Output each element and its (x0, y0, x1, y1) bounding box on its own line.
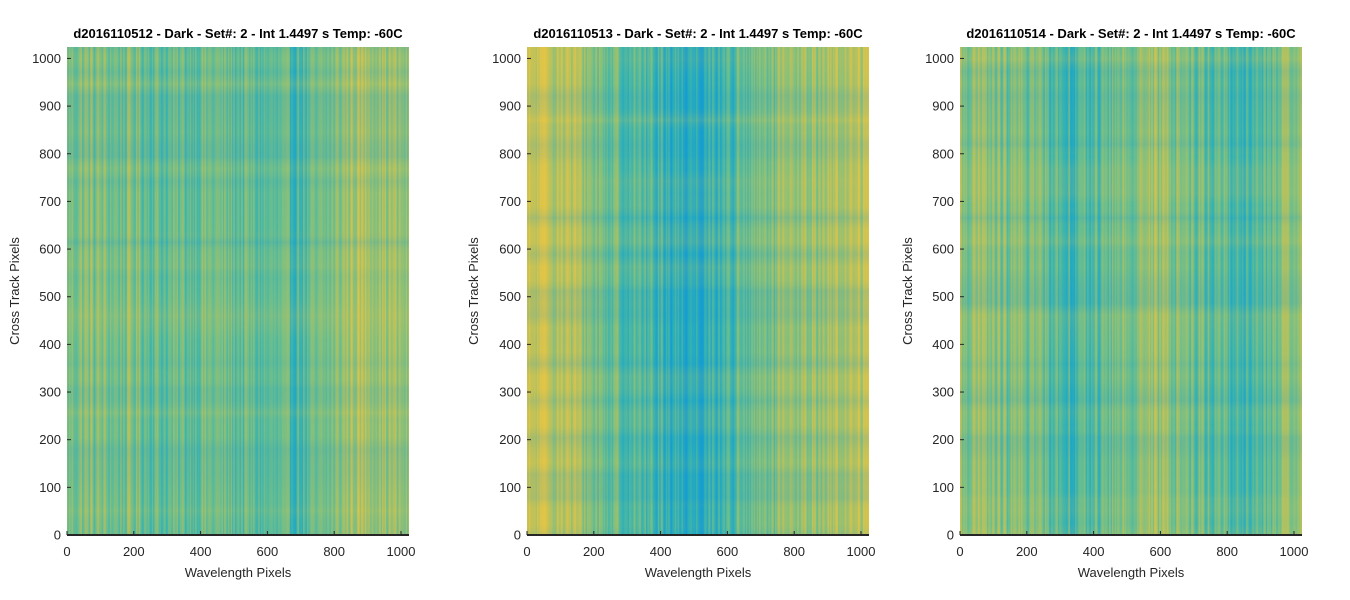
y-tick-label: 600 (39, 242, 61, 257)
y-tick-label: 1000 (32, 51, 61, 66)
x-tick-label: 0 (956, 544, 963, 559)
y-tick-label: 0 (54, 528, 61, 543)
y-tick-label: 300 (932, 385, 954, 400)
panel-1: d2016110512 - Dark - Set#: 2 - Int 1.449… (7, 26, 415, 580)
panel-3-y-ticks: 0 100 200 300 400 500 600 700 800 900 1000 (925, 51, 964, 543)
panel-3-title: d2016110514 - Dark - Set#: 2 - Int 1.449… (966, 26, 1296, 41)
x-tick-label: 600 (717, 544, 739, 559)
x-tick-label: 800 (323, 544, 345, 559)
y-tick-label: 500 (499, 289, 521, 304)
y-tick-label: 900 (39, 99, 61, 114)
x-tick-label: 800 (1216, 544, 1238, 559)
y-tick-label: 300 (499, 385, 521, 400)
x-tick-label: 400 (190, 544, 212, 559)
y-tick-label: 800 (932, 146, 954, 161)
y-tick-label: 200 (499, 432, 521, 447)
panel-3: d2016110514 - Dark - Set#: 2 - Int 1.449… (900, 26, 1308, 580)
panel-3-x-ticks: 0 200 400 600 800 1000 (956, 531, 1308, 559)
y-tick-label: 400 (499, 337, 521, 352)
x-tick-label: 0 (523, 544, 530, 559)
x-tick-label: 0 (63, 544, 70, 559)
x-tick-label: 400 (1083, 544, 1105, 559)
y-tick-label: 700 (932, 194, 954, 209)
panel-2-x-axis-label: Wavelength Pixels (645, 565, 752, 580)
x-tick-label: 600 (257, 544, 279, 559)
panel-2-heatmap-texture (527, 47, 869, 535)
y-tick-label: 400 (39, 337, 61, 352)
y-tick-label: 300 (39, 385, 61, 400)
panel-1-heatmap-texture (67, 47, 409, 535)
y-tick-label: 700 (499, 194, 521, 209)
x-tick-label: 200 (1016, 544, 1038, 559)
y-tick-label: 800 (499, 146, 521, 161)
panel-2-x-ticks: 0 200 400 600 800 1000 (523, 531, 875, 559)
y-tick-label: 100 (499, 480, 521, 495)
x-tick-label: 200 (583, 544, 605, 559)
y-tick-label: 900 (932, 99, 954, 114)
panel-1-x-axis-label: Wavelength Pixels (185, 565, 292, 580)
y-tick-label: 700 (39, 194, 61, 209)
y-tick-label: 500 (932, 289, 954, 304)
x-tick-label: 1000 (1280, 544, 1309, 559)
x-tick-label: 800 (783, 544, 805, 559)
panel-1-x-ticks: 0 200 400 600 800 1000 (63, 531, 415, 559)
panel-2-title: d2016110513 - Dark - Set#: 2 - Int 1.449… (533, 26, 863, 41)
y-tick-label: 100 (932, 480, 954, 495)
x-tick-label: 1000 (387, 544, 416, 559)
y-tick-label: 200 (932, 432, 954, 447)
y-tick-label: 100 (39, 480, 61, 495)
x-tick-label: 200 (123, 544, 145, 559)
panel-1-title: d2016110512 - Dark - Set#: 2 - Int 1.449… (73, 26, 403, 41)
x-tick-label: 400 (650, 544, 672, 559)
y-tick-label: 600 (932, 242, 954, 257)
y-tick-label: 0 (514, 528, 521, 543)
y-tick-label: 0 (947, 528, 954, 543)
panel-3-y-axis-label: Cross Track Pixels (900, 237, 915, 345)
panel-1-y-ticks: 0 100 200 300 400 500 600 700 800 900 1000 (32, 51, 71, 543)
panel-2-y-ticks: 0 100 200 300 400 500 600 700 800 900 1000 (492, 51, 531, 543)
y-tick-label: 800 (39, 146, 61, 161)
y-tick-label: 500 (39, 289, 61, 304)
panel-2: d2016110513 - Dark - Set#: 2 - Int 1.449… (466, 26, 875, 580)
panel-3-heatmap-texture (960, 47, 1302, 535)
panel-1-y-axis-label: Cross Track Pixels (7, 237, 22, 345)
y-tick-label: 1000 (492, 51, 521, 66)
y-tick-label: 600 (499, 242, 521, 257)
x-tick-label: 600 (1150, 544, 1172, 559)
y-tick-label: 1000 (925, 51, 954, 66)
panel-3-x-axis-label: Wavelength Pixels (1078, 565, 1185, 580)
y-tick-label: 900 (499, 99, 521, 114)
y-tick-label: 200 (39, 432, 61, 447)
x-tick-label: 1000 (847, 544, 876, 559)
y-tick-label: 400 (932, 337, 954, 352)
panel-2-y-axis-label: Cross Track Pixels (466, 237, 481, 345)
